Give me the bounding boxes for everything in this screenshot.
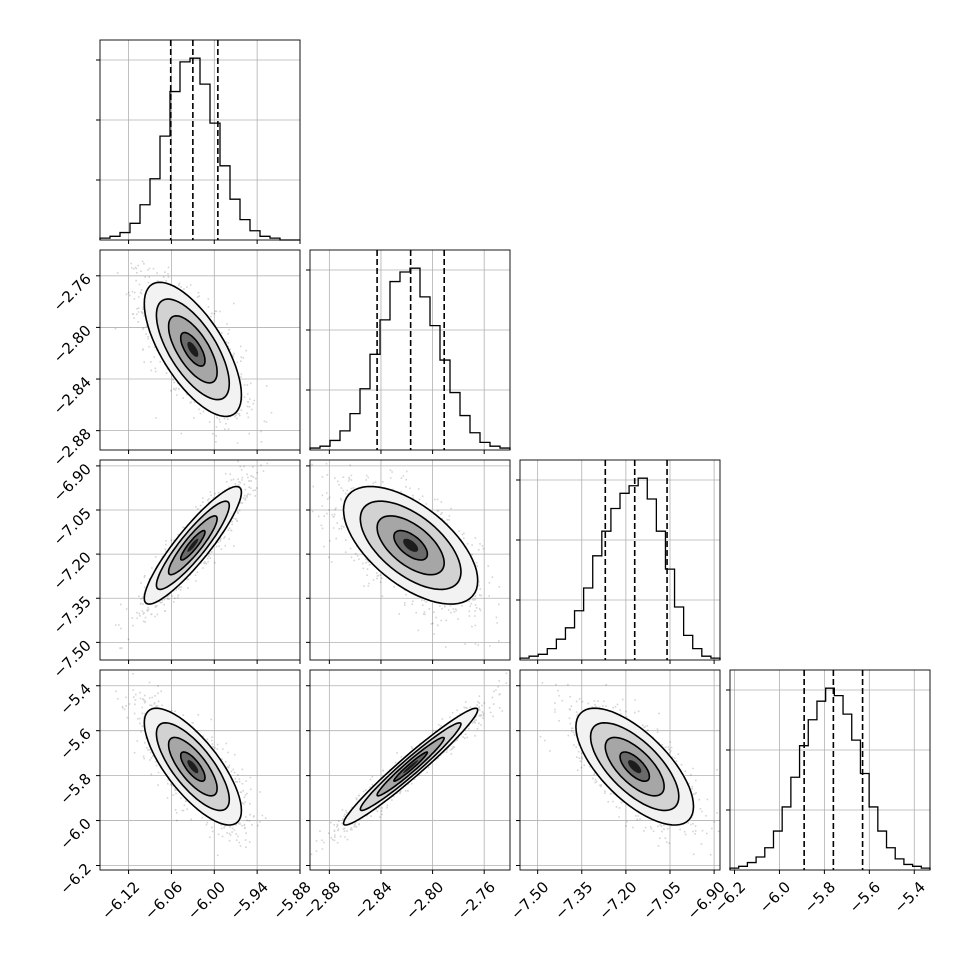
histogram-panel-0 xyxy=(96,39,301,241)
contour-line xyxy=(376,515,446,576)
x-tick-label: −2.76 xyxy=(454,878,499,923)
x-tick-label: −5.8 xyxy=(801,878,839,916)
x-tick-label: −2.80 xyxy=(402,878,447,923)
axes-frame xyxy=(519,669,721,871)
contour-line xyxy=(179,331,206,367)
contour-line xyxy=(376,736,446,797)
x-tick-label: −6.06 xyxy=(141,878,186,923)
x-tick-label: −5.6 xyxy=(846,878,884,916)
contour-line xyxy=(393,529,429,561)
contour-line xyxy=(575,707,695,826)
density-panel-0-1 xyxy=(99,249,301,451)
x-tick-label: −2.84 xyxy=(350,878,395,923)
y-tick-label: −5.4 xyxy=(56,680,94,718)
panel-content xyxy=(100,460,300,660)
y-tick-label: −2.80 xyxy=(50,322,95,367)
contour-line xyxy=(393,751,429,782)
histogram-panel-2 xyxy=(516,459,721,661)
y-tick-label: −2.84 xyxy=(50,373,95,418)
contour-line xyxy=(604,736,665,797)
x-tick-label: −7.20 xyxy=(595,878,640,923)
x-tick-label: −6.12 xyxy=(98,878,143,923)
histogram-step xyxy=(99,57,300,241)
y-tick-label: −2.88 xyxy=(50,425,95,470)
panel-content xyxy=(310,670,510,870)
contour-line xyxy=(143,281,243,418)
axes-frame xyxy=(729,669,931,871)
x-tick-label: −5.4 xyxy=(891,878,929,916)
density-level xyxy=(187,760,199,774)
histogram-background xyxy=(730,670,930,870)
density-level xyxy=(403,760,419,774)
contour-line xyxy=(143,707,243,826)
histogram-step xyxy=(729,687,931,870)
density-level xyxy=(187,538,199,552)
axes-frame xyxy=(99,249,301,451)
x-tick-label: −7.50 xyxy=(507,878,552,923)
axes-frame xyxy=(99,39,301,241)
panel-content xyxy=(520,670,720,870)
density-level xyxy=(628,760,642,774)
density-panel-2-3 xyxy=(519,669,721,871)
y-tick-label: −5.6 xyxy=(56,725,94,763)
axes-frame xyxy=(99,459,301,661)
density-panel-1-2 xyxy=(309,459,511,661)
contour-line xyxy=(359,500,462,591)
contour-line xyxy=(155,298,231,401)
panel-content xyxy=(100,250,300,450)
y-tick-label: −7.50 xyxy=(50,636,95,681)
contour-line xyxy=(143,485,243,605)
contour-line xyxy=(179,751,206,782)
histogram-background xyxy=(520,460,720,660)
axes-frame xyxy=(99,669,301,871)
contour-line xyxy=(359,722,462,812)
y-tick-label: −7.35 xyxy=(50,592,95,637)
y-tick-label: −6.0 xyxy=(56,815,94,853)
histogram-panel-3 xyxy=(726,669,931,871)
y-tick-label: −6.90 xyxy=(50,460,95,505)
panel-content xyxy=(100,670,300,870)
x-tick-label: −6.0 xyxy=(756,878,794,916)
axes-frame xyxy=(309,459,511,661)
contour-line xyxy=(155,721,231,812)
contour-line xyxy=(589,721,680,812)
contour-line xyxy=(167,314,218,384)
y-tick-label: −7.05 xyxy=(50,504,95,549)
contour-line xyxy=(179,529,206,561)
y-tick-label: −2.76 xyxy=(50,270,95,315)
y-tick-label: −7.20 xyxy=(50,548,95,593)
x-tick-label: −6.00 xyxy=(184,878,229,923)
axes-frame xyxy=(519,459,721,661)
y-tick-label: −5.8 xyxy=(56,770,94,808)
x-tick-label: −7.05 xyxy=(640,878,685,923)
axes-frame xyxy=(309,669,511,871)
contour-line xyxy=(167,515,218,576)
panel-content xyxy=(310,460,510,660)
density-panel-0-2 xyxy=(99,459,301,661)
density-panel-1-3 xyxy=(309,669,511,871)
contour-line xyxy=(342,707,479,826)
density-level xyxy=(187,341,199,357)
density-level xyxy=(403,538,419,552)
x-tick-label: −5.94 xyxy=(227,878,272,923)
contour-line xyxy=(167,736,218,797)
contour-line xyxy=(155,500,231,591)
x-tick-label: −7.35 xyxy=(551,878,596,923)
contour-line xyxy=(619,751,651,782)
density-panel-0-3 xyxy=(99,669,301,871)
histogram-panel-1 xyxy=(306,249,511,451)
y-tick-label: −6.2 xyxy=(56,860,94,898)
axes-frame xyxy=(309,249,511,451)
contour-line xyxy=(342,485,479,605)
histogram-step xyxy=(519,477,721,660)
